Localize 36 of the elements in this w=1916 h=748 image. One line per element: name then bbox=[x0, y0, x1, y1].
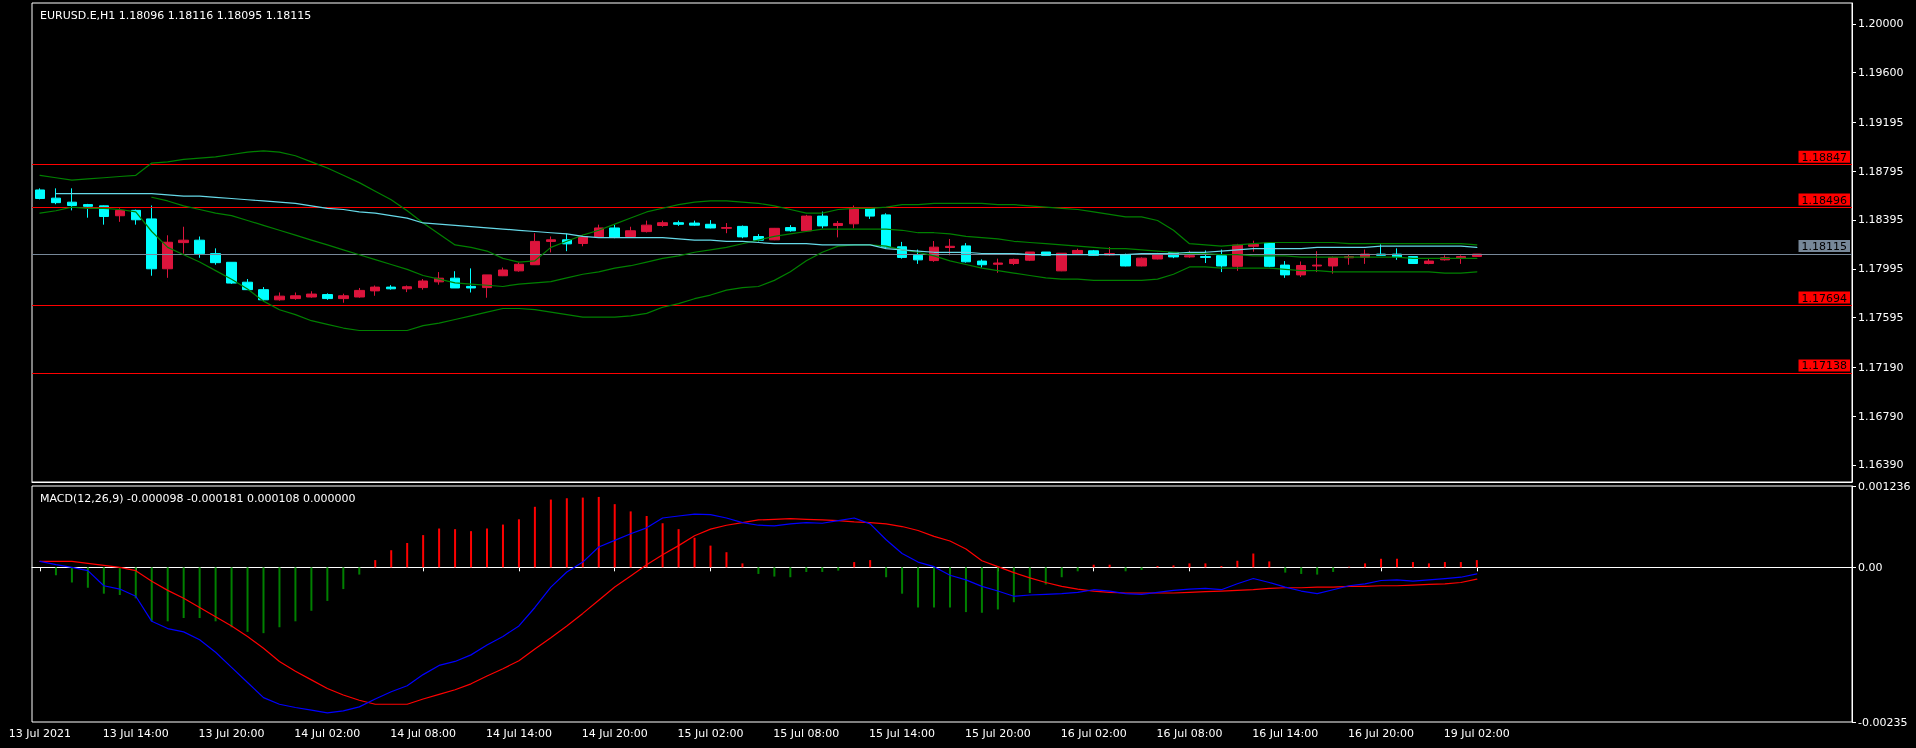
x-tick-label: 16 Jul 08:00 bbox=[1156, 727, 1223, 740]
y-tick-label: 1.18395 bbox=[1858, 213, 1904, 227]
ref-line-label: 1.17138 bbox=[1801, 359, 1847, 373]
x-tick-label: 15 Jul 08:00 bbox=[773, 727, 840, 740]
x-tick-label: 15 Jul 20:00 bbox=[964, 727, 1031, 740]
x-tick-label: 19 Jul 02:00 bbox=[1443, 727, 1510, 740]
x-tick-label: 14 Jul 14:00 bbox=[485, 727, 552, 740]
y-tick-label: -0.00235 bbox=[1858, 715, 1908, 729]
y-tick-label: 0.00 bbox=[1858, 560, 1883, 574]
y-tick-label: 1.16390 bbox=[1858, 458, 1904, 472]
ref-line-label: 1.17694 bbox=[1801, 291, 1847, 305]
x-tick-label: 16 Jul 02:00 bbox=[1060, 727, 1127, 740]
x-tick-label: 15 Jul 14:00 bbox=[869, 727, 936, 740]
y-tick-label: 1.16790 bbox=[1858, 409, 1904, 423]
x-tick-label: 14 Jul 02:00 bbox=[294, 727, 361, 740]
y-tick-label: 1.17595 bbox=[1858, 311, 1904, 325]
x-tick-label: 14 Jul 20:00 bbox=[581, 727, 648, 740]
y-tick-label: 1.17190 bbox=[1858, 360, 1904, 374]
x-tick-label: 16 Jul 20:00 bbox=[1348, 727, 1415, 740]
ref-line-label: 1.18847 bbox=[1801, 150, 1847, 164]
ref-line-label: 1.18496 bbox=[1801, 193, 1847, 207]
y-tick-label: 1.19195 bbox=[1858, 115, 1904, 129]
x-tick-label: 14 Jul 08:00 bbox=[390, 727, 457, 740]
y-tick-label: 1.19600 bbox=[1858, 66, 1904, 80]
text: EURUSD.E,H1 1.18096 1.18116 1.18095 1.18115 bbox=[40, 9, 312, 22]
y-tick-label: 1.20000 bbox=[1858, 17, 1904, 31]
y-tick-label: 0.001236 bbox=[1858, 479, 1911, 493]
x-tick-label: 13 Jul 2021 bbox=[8, 727, 72, 740]
ref-line-label: 1.18115 bbox=[1801, 240, 1847, 254]
y-tick-label: 1.18795 bbox=[1858, 164, 1904, 178]
y-tick-label: 1.17995 bbox=[1858, 262, 1904, 276]
x-tick-label: 13 Jul 20:00 bbox=[198, 727, 265, 740]
x-tick-label: 16 Jul 14:00 bbox=[1252, 727, 1319, 740]
text: MACD(12,26,9) -0.000098 -0.000181 0.000108 0.000000 bbox=[40, 492, 356, 505]
x-tick-label: 15 Jul 02:00 bbox=[677, 727, 744, 740]
x-tick-label: 13 Jul 14:00 bbox=[102, 727, 169, 740]
